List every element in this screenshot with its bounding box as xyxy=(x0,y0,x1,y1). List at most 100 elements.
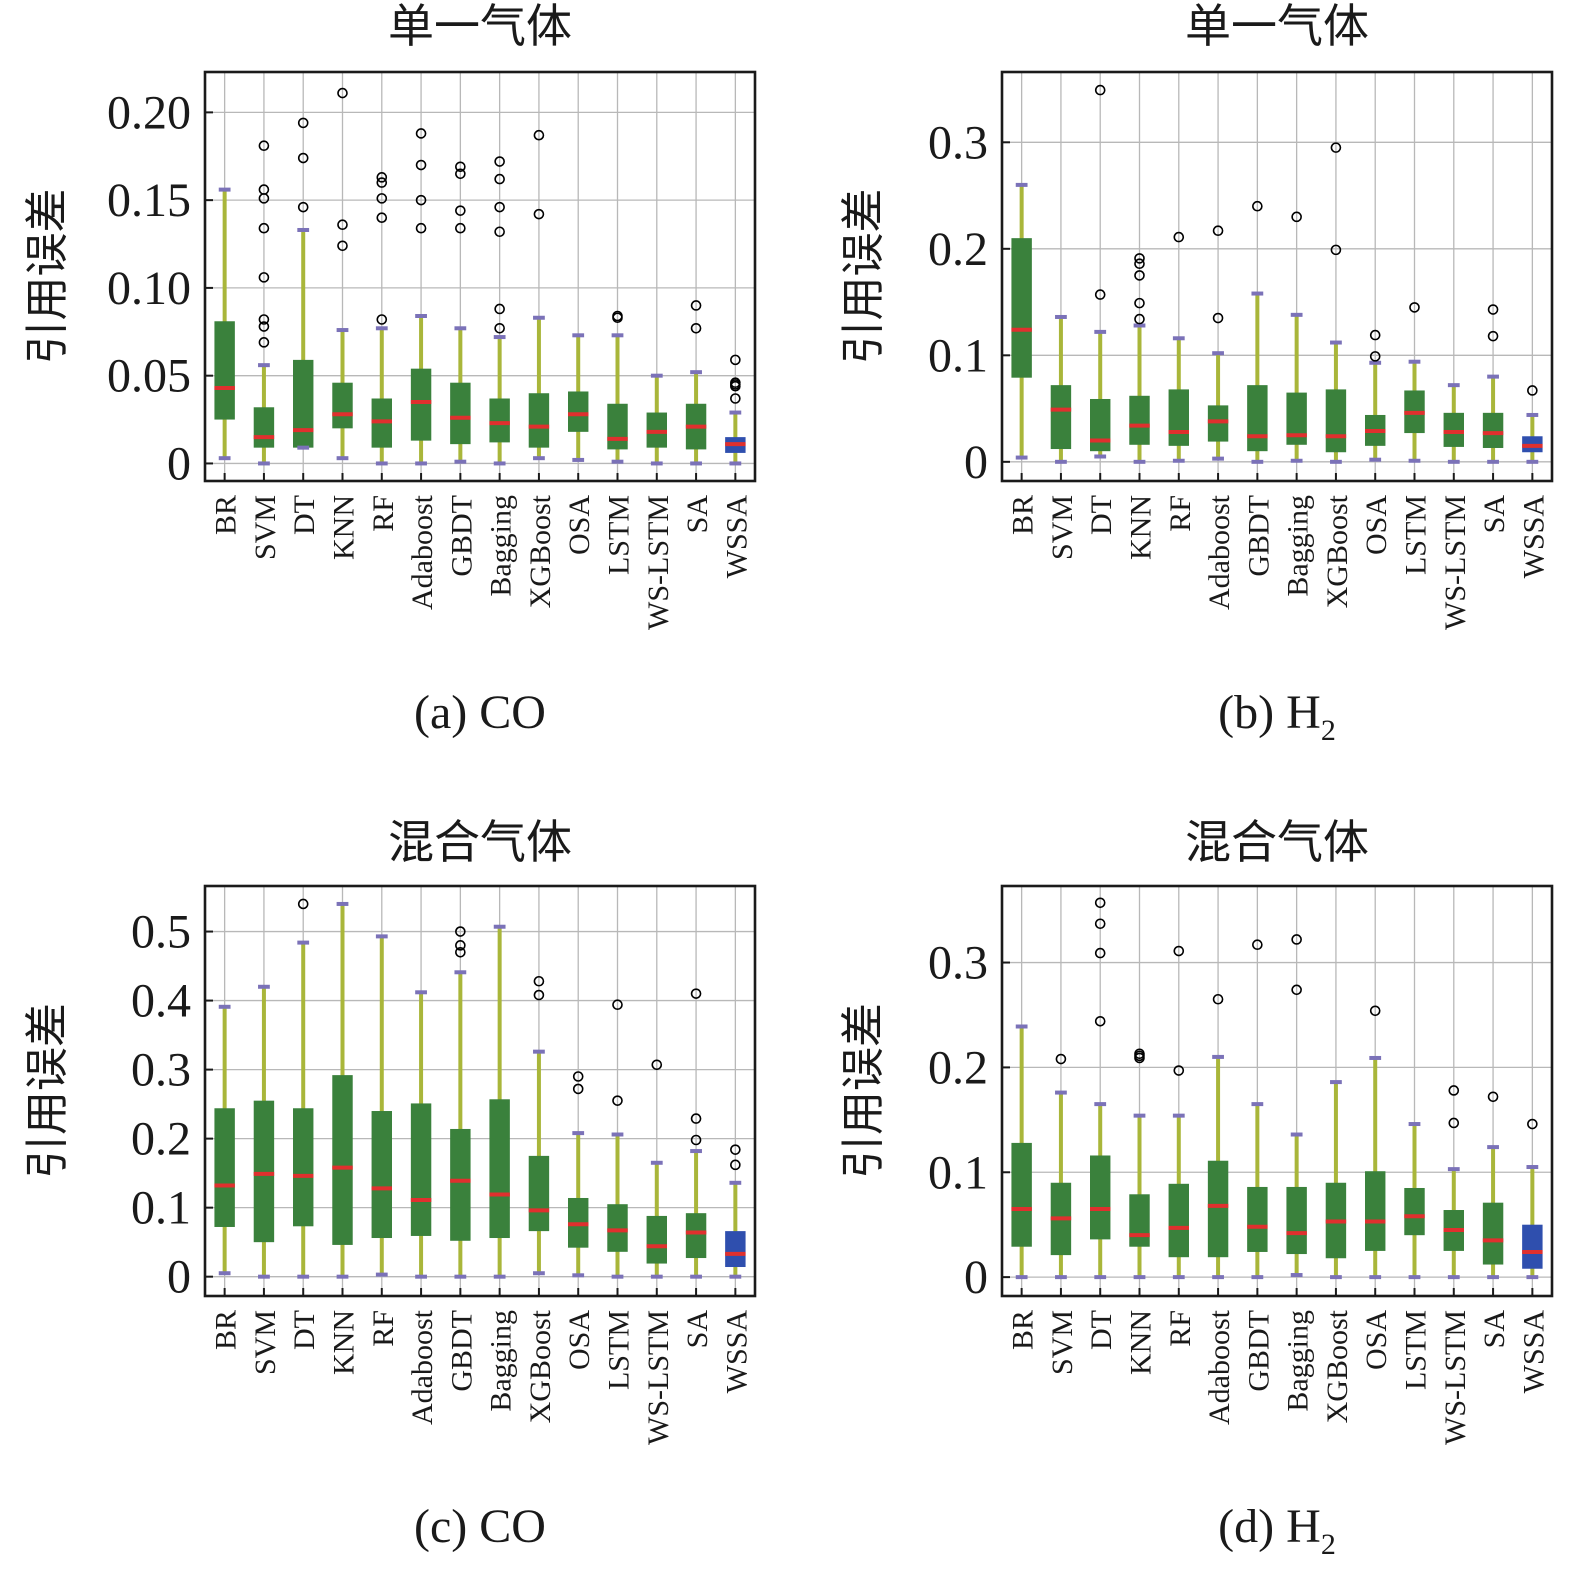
flier-SVM xyxy=(1055,1053,1067,1065)
plot-frame xyxy=(1000,884,1554,1298)
caption-text: (a) CO xyxy=(414,686,546,739)
x-tick-label: RF xyxy=(367,1310,400,1347)
x-tick-label: DT xyxy=(288,495,321,535)
y-tick-label: 0.2 xyxy=(131,1113,191,1166)
box-GBDT xyxy=(450,382,471,445)
box-SVM xyxy=(253,407,275,448)
y-tick-label: 0.3 xyxy=(131,1044,191,1097)
flier-XGBoost xyxy=(1330,142,1342,153)
y-tick-label: 0.3 xyxy=(928,937,988,990)
flier-RF xyxy=(376,212,388,223)
flier-DT xyxy=(1094,1015,1106,1027)
panel-b-h2-single-gas: 0 0.1 0.2 0.3 BR SVM DT KNN RF Adaboost GBDT Baggin… xyxy=(838,0,1554,747)
x-tick-label: WSSA xyxy=(1517,495,1550,579)
flier-RF xyxy=(376,177,388,188)
panel-caption: (a) CO xyxy=(414,686,546,739)
x-tick-label: DT xyxy=(1085,1310,1118,1350)
x-tick-label: LSTM xyxy=(1400,1310,1433,1390)
flier-WSSA xyxy=(1527,385,1538,396)
box-KNN xyxy=(1129,395,1150,445)
caption-text: (c) CO xyxy=(414,1500,546,1553)
x-tick-label: GBDT xyxy=(1242,495,1275,577)
flier-SA xyxy=(690,1113,702,1124)
x-tick-label: Adaboost xyxy=(1203,494,1236,610)
box-Adaboost xyxy=(410,368,432,441)
box-OSA xyxy=(568,391,589,432)
y-tick-label: 0 xyxy=(964,1251,988,1304)
x-tick-label: SA xyxy=(1478,495,1511,534)
box-XGBoost xyxy=(528,1155,550,1232)
x-tick-label: GBDT xyxy=(445,495,478,577)
flier-SA xyxy=(1487,1091,1499,1103)
y-tick-label: 0.1 xyxy=(131,1182,191,1235)
flier-Adaboost xyxy=(415,222,427,234)
x-tick-label: Adaboost xyxy=(406,494,439,610)
y-tick-label: 0.1 xyxy=(928,1146,988,1199)
flier-LSTM xyxy=(1409,302,1420,313)
flier-Bagging xyxy=(494,173,505,185)
flier-Bagging xyxy=(1291,934,1302,945)
box-Bagging xyxy=(1286,1186,1307,1255)
panel-c-co-mixed-gas: 0 0.1 0.2 0.3 0.4 0.5 BR SVM DT KNN RF Adaboost GBDT… xyxy=(22,815,757,1553)
flier-SA xyxy=(1487,304,1499,315)
box-SA xyxy=(685,1213,707,1259)
x-tick-label: WSSA xyxy=(1517,1310,1550,1394)
flier-DT xyxy=(297,152,309,164)
flier-Adaboost xyxy=(415,128,427,139)
flier-SVM xyxy=(258,314,270,325)
x-tick-label: KNN xyxy=(1125,1310,1158,1375)
x-tick-label: RF xyxy=(1164,1310,1197,1347)
flier-LSTM xyxy=(612,310,623,322)
x-tick-label: KNN xyxy=(1125,495,1158,560)
flier-OSA xyxy=(1369,1005,1381,1017)
panel-caption: (b) H2 xyxy=(1218,686,1336,747)
x-tick-label: SVM xyxy=(1046,495,1079,560)
y-axis-label: 引用误差 xyxy=(22,1003,73,1179)
flier-Bagging xyxy=(494,303,505,315)
box-BR xyxy=(214,1108,235,1227)
flier-Bagging xyxy=(494,226,505,238)
box-KNN xyxy=(332,382,353,429)
flier-GBDT xyxy=(455,222,466,234)
x-tick-label: SVM xyxy=(249,495,282,560)
flier-WS-LSTM xyxy=(1448,1117,1460,1129)
panel-d-h2-mixed-gas: 0 0.1 0.2 0.3 BR SVM DT KNN RF Adaboost GBDT Baggin… xyxy=(838,815,1554,1561)
x-tick-label: WS-LSTM xyxy=(642,1310,675,1445)
box-DT xyxy=(1090,398,1111,452)
flier-GBDT xyxy=(455,940,466,951)
x-tick-label: Adaboost xyxy=(1203,1309,1236,1425)
x-tick-label: LSTM xyxy=(603,495,636,575)
box-Adaboost xyxy=(410,1103,432,1236)
flier-DT xyxy=(297,898,309,910)
box-KNN xyxy=(1129,1194,1150,1247)
box-LSTM xyxy=(1404,1187,1425,1236)
flier-KNN xyxy=(1134,313,1145,325)
box-WS-LSTM xyxy=(1443,412,1464,447)
x-tick-label: XGBoost xyxy=(524,1309,557,1423)
chart-title: 混合气体 xyxy=(388,815,572,869)
flier-RF xyxy=(1173,1065,1185,1076)
x-tick-label: BR xyxy=(210,1310,243,1350)
box-DT xyxy=(1090,1155,1111,1240)
box-BR xyxy=(214,321,235,420)
x-tick-label: Bagging xyxy=(485,1310,518,1412)
flier-KNN xyxy=(337,87,348,99)
flier-Adaboost xyxy=(1212,225,1224,237)
box-BR xyxy=(1011,1142,1032,1247)
flier-KNN xyxy=(337,219,348,231)
x-tick-label: BR xyxy=(1007,495,1040,535)
x-tick-label: WSSA xyxy=(720,1310,753,1394)
flier-KNN xyxy=(337,240,348,252)
x-tick-label: DT xyxy=(1085,495,1118,535)
flier-GBDT xyxy=(455,205,466,216)
panel-caption: (c) CO xyxy=(414,1500,546,1553)
y-tick-label: 0.2 xyxy=(928,1041,988,1094)
x-tick-label: XGBoost xyxy=(524,494,557,608)
box-WS-LSTM xyxy=(646,1215,667,1264)
chart-title: 单一气体 xyxy=(388,0,572,53)
y-tick-label: 0 xyxy=(167,437,191,490)
flier-SVM xyxy=(258,272,270,283)
box-SVM xyxy=(253,1100,275,1243)
box-RF xyxy=(1168,389,1189,446)
flier-Adaboost xyxy=(1212,312,1224,324)
